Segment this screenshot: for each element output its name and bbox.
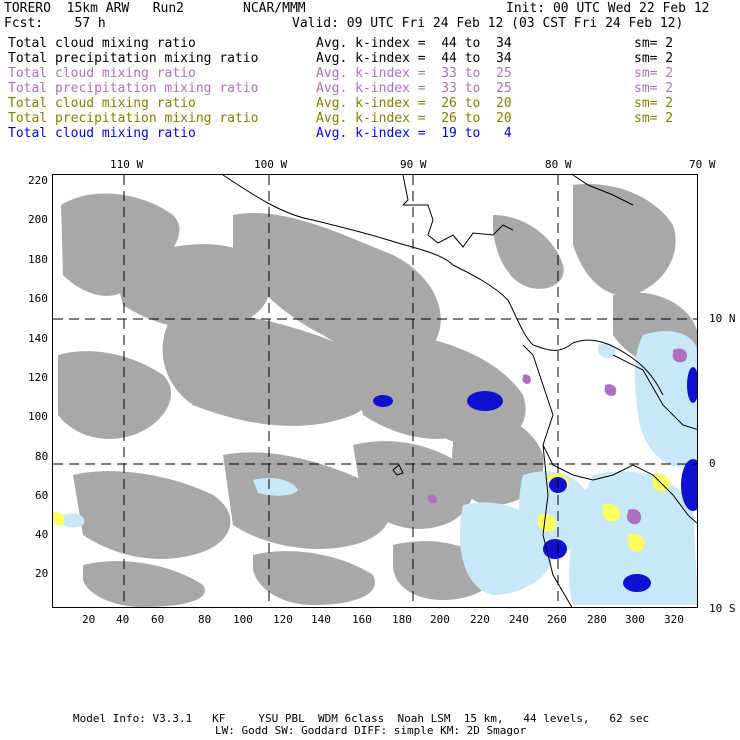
legend-row-1-index: Avg. k-index = 44 to 34 [316, 36, 512, 51]
legend-row-1-field: Total cloud mixing ratio [8, 36, 196, 51]
y-tick-60: 60 [35, 489, 49, 502]
legend-row-6-sm: sm= 2 [634, 111, 674, 126]
lon-label-70w: 70 W [689, 158, 716, 171]
x-tick-300: 300 [625, 613, 645, 626]
legend-row-2-sm: sm= 2 [634, 51, 674, 66]
x-tick-180: 180 [392, 613, 412, 626]
y-tick-120: 120 [28, 371, 48, 384]
x-tick-260: 260 [547, 613, 567, 626]
legend-row-5-index: Avg. k-index = 26 to 20 [316, 96, 512, 111]
lat-label-10n: 10 N [709, 312, 736, 325]
graticule [53, 175, 697, 607]
legend-row-2-index: Avg. k-index = 44 to 34 [316, 51, 512, 66]
init-time: Init: 00 UTC Wed 22 Feb 12 [506, 1, 710, 16]
x-tick-160: 160 [352, 613, 372, 626]
legend-row-3-index: Avg. k-index = 33 to 25 [316, 66, 512, 81]
y-tick-20: 20 [35, 567, 49, 580]
valid-time: Valid: 09 UTC Fri 24 Feb 12 (03 CST Fri … [292, 16, 684, 31]
cloud-mixing-ratio-field [58, 184, 697, 607]
x-tick-140: 140 [311, 613, 331, 626]
x-tick-280: 280 [587, 613, 607, 626]
x-tick-80: 80 [198, 613, 212, 626]
legend-row-3-field: Total cloud mixing ratio [8, 66, 196, 81]
coastline [222, 175, 697, 607]
lon-label-100w: 100 W [254, 158, 288, 171]
model-info: Model Info: V3.3.1 KF YSU PBL WDM 6class… [73, 712, 650, 725]
y-tick-160: 160 [28, 292, 48, 305]
legend-row-6-field: Total precipitation mixing ratio [8, 111, 259, 126]
legend-row-3-sm: sm= 2 [634, 66, 674, 81]
x-tick-20: 20 [82, 613, 96, 626]
lon-label-110w: 110 W [110, 158, 144, 171]
legend-row-1-sm: sm= 2 [634, 36, 674, 51]
org-label: NCAR/MMM [243, 1, 306, 16]
model-title: TORERO 15km ARW Run2 [4, 1, 185, 16]
legend-row-7-field: Total cloud mixing ratio [8, 126, 196, 141]
x-tick-200: 200 [430, 613, 450, 626]
y-tick-80: 80 [35, 450, 49, 463]
x-tick-220: 220 [470, 613, 490, 626]
lon-label-90w: 90 W [400, 158, 427, 171]
y-tick-220: 220 [28, 174, 48, 187]
legend-row-2-field: Total precipitation mixing ratio [8, 51, 259, 66]
x-tick-60: 60 [151, 613, 165, 626]
legend-row-4-sm: sm= 2 [634, 81, 674, 96]
y-tick-200: 200 [28, 213, 48, 226]
lon-label-80w: 80 W [545, 158, 572, 171]
legend-row-4-index: Avg. k-index = 33 to 25 [316, 81, 512, 96]
lat-label-0: 0 [709, 457, 716, 470]
y-tick-100: 100 [28, 410, 48, 423]
forecast-hour: Fcst: 57 h [4, 16, 106, 31]
map-svg [53, 175, 697, 607]
y-tick-40: 40 [35, 528, 49, 541]
x-tick-240: 240 [509, 613, 529, 626]
physics-info: LW: Godd SW: Goddard DIFF: simple KM: 2D… [215, 724, 527, 737]
x-tick-320: 320 [664, 613, 684, 626]
lat-label-10s: 10 S [709, 602, 736, 615]
x-tick-120: 120 [273, 613, 293, 626]
legend-row-4-field: Total precipitation mixing ratio [8, 81, 259, 96]
legend-row-5-field: Total cloud mixing ratio [8, 96, 196, 111]
purple-field [427, 348, 688, 525]
legend-row-5-sm: sm= 2 [634, 96, 674, 111]
x-tick-40: 40 [116, 613, 130, 626]
blue-field [373, 367, 697, 592]
light-blue-field [61, 331, 697, 605]
legend-row-6-index: Avg. k-index = 26 to 20 [316, 111, 512, 126]
y-tick-180: 180 [28, 253, 48, 266]
legend-row-7-index: Avg. k-index = 19 to 4 [316, 126, 512, 141]
y-tick-140: 140 [28, 332, 48, 345]
x-tick-100: 100 [233, 613, 253, 626]
map-panel [52, 174, 698, 608]
